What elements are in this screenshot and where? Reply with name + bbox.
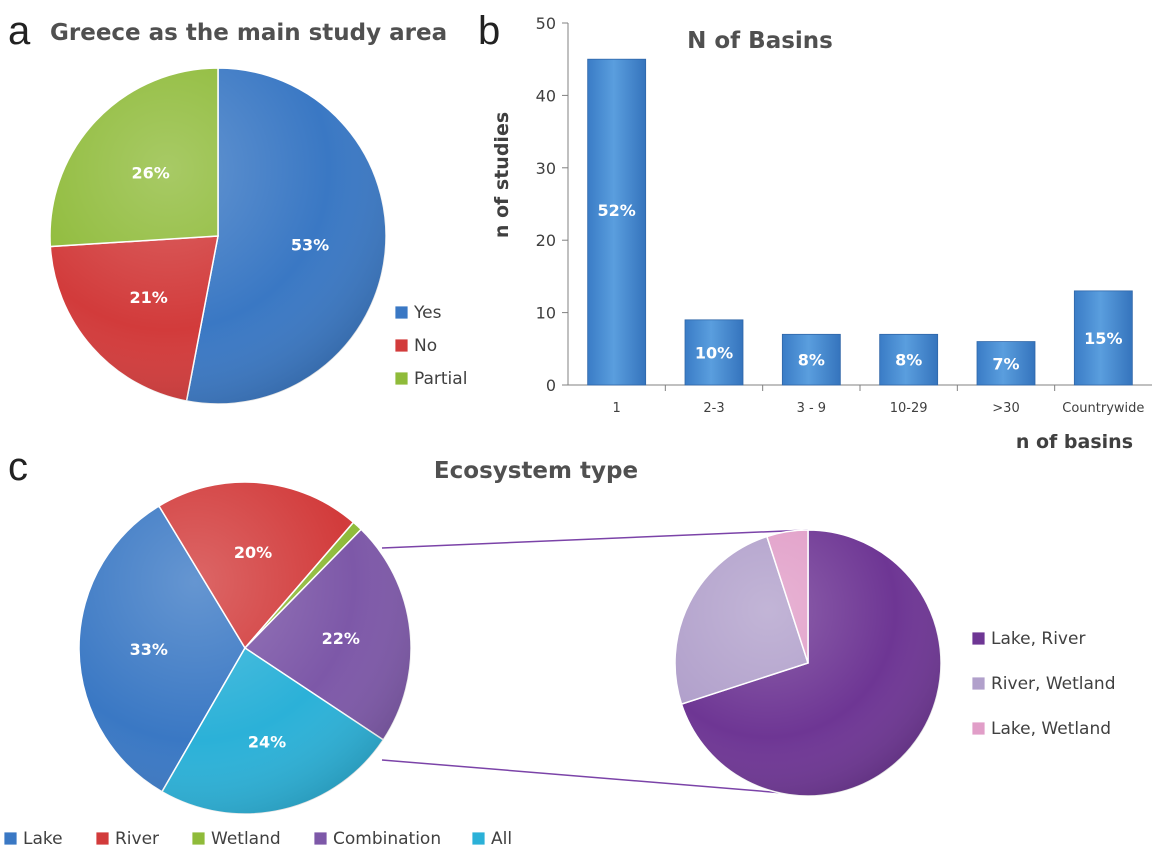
bar-1 [587,58,647,386]
bar-y-tick-label: 40 [536,86,556,105]
pie-a-slice-partial [49,67,219,248]
bar-x-tick-label: >30 [992,401,1019,416]
pie-c-breakdown-slices [674,529,942,797]
pie-c-breakdown-legend-swatch-lake-wetland [971,721,986,736]
bar-2-3 [684,319,744,386]
pie-c-label-river: 20% [234,543,272,562]
bar-data-label: 8% [895,351,922,370]
pie-a-legend: Yes No Partial [394,303,467,389]
pie-c-legend-item-all: All [491,829,512,849]
pie-c-labels: 33% 20% 1% 22% 24% [130,509,382,751]
panel-c: Ecosystem type 33% 20% 1% 22% 24% Lake River W… [3,458,1116,849]
bar-data-label: 10% [695,343,733,362]
bar-data-label: 15% [1084,329,1122,348]
bar-10-29 [879,333,939,386]
bar-series: 52% 10% 8% 8% 7% 15% [587,58,1133,386]
pie-c-breakdown-legend-swatch-lake-river [971,631,986,646]
pie-c-label-wetland: 1% [355,509,382,528]
pie-a-legend-item-no: No [414,336,437,356]
pie-c-title: Ecosystem type [434,458,638,484]
bar-x-axis-label: n of basins [1016,431,1133,453]
panel-a: Greece as the main study area 53%21%26% … [49,20,467,405]
bar-axes: 0 10 20 30 40 50 1 2-3 3 - 9 10-29 >30 Countrywide [536,14,1152,416]
pie-c-breakdown-legend: Lake, River River, Wetland Lake, Wetland [971,629,1116,739]
pie-c-breakdown-legend-swatch-river-wetland [971,676,986,691]
pie-a-legend-item-partial: Partial [414,369,467,389]
pie-c-breakdown-legend-item-lake-wetland: Lake, Wetland [991,719,1111,739]
bar-countrywide [1073,290,1133,386]
bar-x-tick-label: 3 - 9 [797,401,827,416]
pie-c-legend-swatch-wetland [191,831,206,846]
pie-c-legend: Lake River Wetland Combination All [3,829,512,849]
pie-c-legend-swatch-lake [3,831,18,846]
pie-a-title: Greece as the main study area [50,20,447,46]
pie-c-legend-item-lake: Lake [23,829,63,849]
panel-letter-a: a [8,9,31,53]
pie-c-legend-swatch-all [471,831,486,846]
bar-y-axis-label: n of studies [491,112,513,238]
bar-title: N of Basins [687,28,833,54]
pie-a-legend-swatch-yes [394,305,409,320]
pie-c-legend-item-wetland: Wetland [211,829,281,849]
pie-a-slices [49,67,387,405]
pie-a-label-no: 21% [130,288,168,307]
panel-b: N of Basins 0 10 20 30 40 50 1 2-3 3 - 9 10-29 >30… [491,14,1152,453]
bar-data-label: 8% [798,351,825,370]
pie-c-label-combination: 22% [322,629,360,648]
pie-c-breakdown-legend-item-lake-river: Lake, River [991,629,1085,649]
pie-a-legend-item-yes: Yes [413,303,442,323]
pie-a-label-partial: 26% [131,164,169,183]
bar-x-tick-label: 2-3 [703,401,724,416]
bar-y-tick-label: 0 [546,376,556,395]
bar-3-9 [781,333,841,386]
panel-letter-b: b [478,9,500,53]
bar-data-label: 7% [992,354,1019,373]
bar-y-tick-label: 50 [536,14,556,33]
pie-c-legend-item-combination: Combination [333,829,441,849]
bar-y-tick-label: 10 [536,304,556,323]
bar-x-tick-label: Countrywide [1062,401,1144,416]
bar-y-tick-label: 20 [536,231,556,250]
pie-c-legend-swatch-river [95,831,110,846]
bar-30 [976,341,1036,386]
pie-c-label-all: 24% [248,733,286,752]
pie-c-breakdown-legend-item-river-wetland: River, Wetland [991,674,1116,694]
pie-a-legend-swatch-partial [394,371,409,386]
pie-c-legend-swatch-combination [313,831,328,846]
bar-data-label: 52% [598,201,636,220]
bar-x-tick-label: 1 [613,401,621,416]
pie-a-labels: 53% 21% 26% [130,164,330,307]
pie-a-legend-swatch-no [394,338,409,353]
panel-letter-c: c [8,445,28,489]
pie-c-legend-item-river: River [115,829,159,849]
connector-line-top [381,529,809,549]
pie-a-label-yes: 53% [291,236,329,255]
pie-c-label-lake: 33% [130,640,168,659]
bar-y-tick-label: 30 [536,159,556,178]
bar-x-tick-label: 10-29 [890,401,928,416]
